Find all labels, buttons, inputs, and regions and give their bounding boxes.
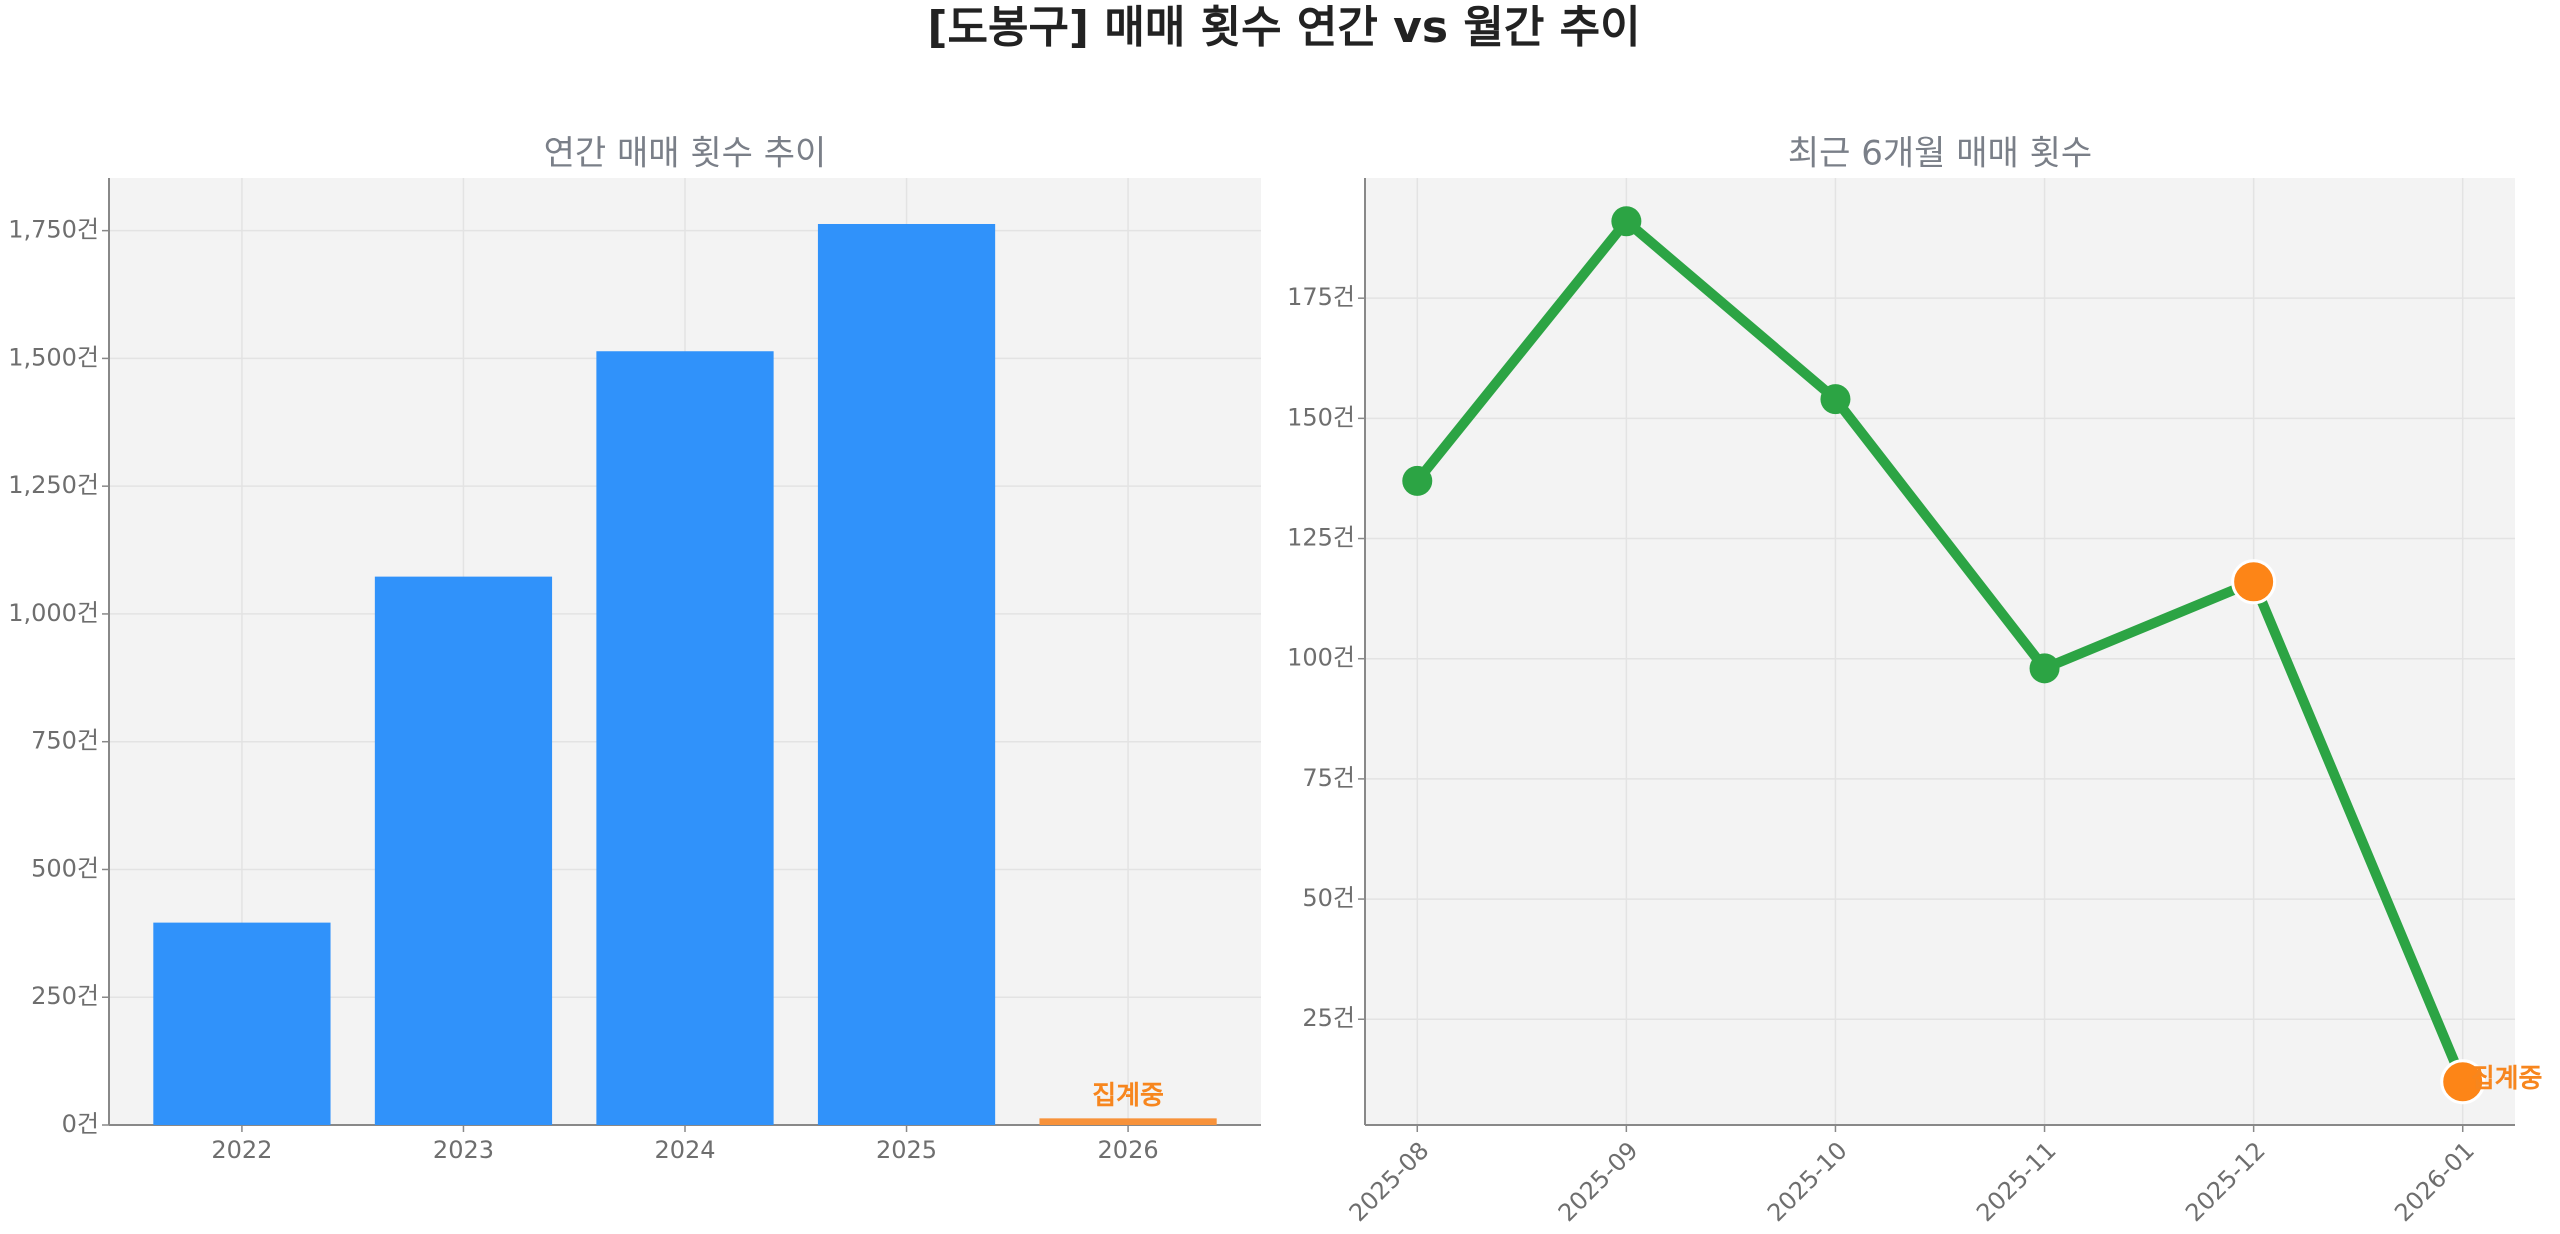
y-tick-label: 175건: [1287, 283, 1355, 311]
x-tick-label: 2025-09: [1553, 1136, 1644, 1227]
marker: [2029, 653, 2060, 684]
y-tick-label: 0건: [62, 1110, 99, 1138]
bar: [374, 576, 553, 1125]
bar: [817, 223, 996, 1126]
marker: [2440, 1059, 2486, 1105]
x-tick-label: 2025-11: [1971, 1136, 2062, 1227]
annotation: 집계중: [1092, 1081, 1164, 1111]
x-tick-label: 2025: [876, 1136, 937, 1164]
marker: [1611, 206, 1642, 237]
y-tick-label: 125건: [1287, 524, 1355, 552]
y-tick-label: 750건: [31, 727, 99, 755]
y-tick-label: 100건: [1287, 644, 1355, 672]
line: [1413, 216, 2468, 1084]
y-tick-label: 250건: [31, 982, 99, 1010]
plot-area: [1365, 178, 2515, 1125]
x-tick-label: 2025-10: [1762, 1136, 1853, 1227]
bar: [596, 351, 774, 1126]
bar: [1039, 1118, 1217, 1125]
x-tick-label: 2024: [654, 1136, 715, 1164]
subplot-title: 최근 6개월 매매 횟수: [1788, 134, 2092, 174]
y-tick-label: 1,750건: [8, 216, 99, 244]
x-tick-label: 2026-01: [2389, 1136, 2480, 1227]
y-tick-label: 1,000건: [8, 599, 99, 627]
x-tick-label: 2025-08: [1344, 1136, 1435, 1227]
x-tick-label: 2026: [1098, 1136, 1159, 1164]
y-tick-label: 50건: [1302, 884, 1355, 912]
annotation: 집계중: [2471, 1064, 2543, 1094]
figure-title: [도봉구] 매매 횟수 연간 vs 월간 추이: [927, 2, 1640, 53]
x-tick-label: 2022: [211, 1136, 272, 1164]
y-tick-label: 75건: [1302, 764, 1355, 792]
x-tick-label: 2023: [433, 1136, 494, 1164]
y-tick-label: 500건: [31, 854, 99, 882]
subplot-title: 연간 매매 횟수 추이: [544, 134, 827, 174]
y-tick-label: 1,500건: [8, 343, 99, 371]
y-tick-label: 25건: [1302, 1004, 1355, 1032]
y-tick-label: 150건: [1287, 403, 1355, 431]
y-tick-label: 1,250건: [8, 471, 99, 499]
marker: [1402, 465, 1433, 496]
marker: [2231, 559, 2277, 605]
x-tick-label: 2025-12: [2180, 1136, 2271, 1227]
bar: [153, 922, 331, 1125]
marker: [1820, 384, 1851, 415]
